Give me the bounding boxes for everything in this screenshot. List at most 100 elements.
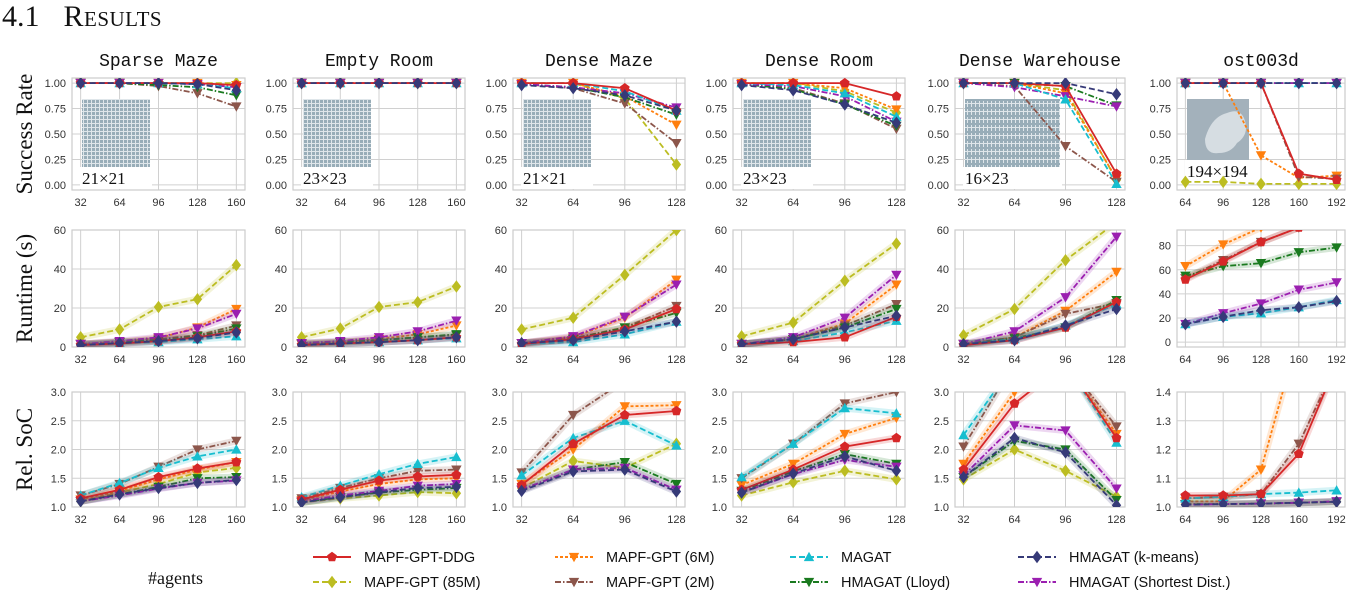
point-mapf-gpt-85m: [1009, 443, 1020, 456]
y-tick-label: 0.50: [486, 129, 507, 141]
point-magat: [231, 444, 242, 454]
series-line-magat: [963, 82, 1118, 185]
legend-label: MAPF-GPT (6M): [606, 550, 714, 566]
x-tick-label: 128: [887, 514, 905, 526]
series-line-hmagat-shortest-dist: [962, 424, 1118, 490]
y-tick-label: 0: [1165, 337, 1171, 349]
series-line-hmagat-k-means: [962, 437, 1118, 506]
axes-frame: [512, 77, 686, 191]
point-hmagat-shortest-dist: [839, 313, 850, 323]
x-tick-label: 160: [1290, 354, 1308, 366]
point-mapf-gpt-2m: [192, 89, 203, 99]
y-tick-label: 1.0: [51, 502, 66, 514]
point-magat: [619, 415, 630, 425]
legend-marker-mapf-gpt-6m: [568, 552, 580, 563]
x-tick-label: 160: [227, 354, 245, 366]
series-layer: [1180, 78, 1342, 190]
x-tick-label: 192: [1327, 354, 1345, 366]
y-tick-label: 0.50: [706, 129, 727, 141]
series-layer: [736, 78, 902, 135]
y-tick-label: 0.75: [928, 104, 949, 116]
point-hmagat-k-means: [335, 78, 345, 90]
point-hmagat-k-means: [75, 338, 86, 347]
point-hmagat-k-means: [1218, 78, 1228, 90]
section-title: Results: [63, 0, 163, 33]
point-hmagat-k-means: [451, 480, 462, 494]
x-tick-label: 64: [1008, 514, 1020, 526]
y-tick-label: 1.0: [712, 502, 727, 514]
point-hmagat-shortest-dist: [1111, 232, 1122, 243]
y-tick-label: 1.00: [486, 78, 507, 90]
x-tick-label: 64: [1179, 354, 1191, 366]
point-mapf-gpt-85m: [788, 316, 798, 329]
x-tick-label: 32: [295, 354, 307, 366]
series-line-hmagat-lloyd: [741, 453, 897, 492]
x-tick-label: 64: [113, 514, 125, 526]
legend-label: HMAGAT (Shortest Dist.): [1069, 575, 1230, 591]
point-mapf-gpt-85m: [153, 300, 164, 314]
x-tick-label: 32: [75, 197, 87, 209]
point-mapf-gpt-ddg: [671, 405, 682, 416]
map-thumbnail: [1187, 99, 1249, 160]
series-line-mapf-gpt-6m: [521, 404, 677, 485]
point-hmagat-k-means: [1111, 302, 1122, 316]
point-hmagat-shortest-dist: [1111, 484, 1122, 494]
point-hmagat-k-means: [335, 337, 345, 347]
point-hmagat-lloyd: [671, 479, 682, 490]
point-hmagat-k-means: [891, 464, 902, 478]
point-mapf-gpt-6m: [671, 120, 682, 131]
point-hmagat-k-means: [451, 331, 462, 344]
series-layer: [75, 258, 242, 347]
map-size-label: 23×23: [743, 169, 787, 188]
series-layer: [296, 78, 462, 90]
point-mapf-gpt-2m: [619, 99, 630, 109]
x-tick-label: 32: [957, 514, 969, 526]
point-hmagat-shortest-dist: [1060, 426, 1071, 436]
subplot-runtime-4: 32 64 96 128 0 20 40 60: [937, 225, 1126, 366]
point-hmagat-k-means: [231, 326, 242, 339]
map-thumbnail: [743, 99, 811, 167]
y-tick-label: 0.75: [706, 104, 727, 116]
y-tick-label: 3.0: [712, 387, 727, 399]
point-mapf-gpt-ddg: [839, 441, 850, 451]
point-hmagat-k-means: [114, 78, 125, 90]
point-mapf-gpt-ddg: [1111, 296, 1122, 307]
point-magat: [516, 470, 527, 480]
series-line-magat: [741, 82, 897, 118]
x-tick-label: 160: [447, 197, 465, 209]
point-hmagat-lloyd: [891, 304, 902, 315]
point-hmagat-k-means: [1331, 294, 1342, 308]
point-hmagat-k-means: [1060, 78, 1071, 90]
point-hmagat-k-means: [891, 116, 902, 130]
section-heading: 4.1 Results: [2, 0, 162, 34]
x-tick-label: 96: [1059, 197, 1071, 209]
point-hmagat-k-means: [374, 335, 384, 347]
x-tick-label: 64: [787, 354, 799, 366]
y-tick-label: 0: [501, 342, 507, 354]
x-tick-label: 96: [1217, 197, 1229, 209]
point-hmagat-k-means: [1060, 319, 1071, 332]
point-hmagat-k-means: [840, 98, 850, 111]
series-line-mapf-gpt-6m: [301, 477, 457, 501]
y-tick-label: 1.5: [712, 473, 727, 485]
y-tick-label: 20: [54, 303, 66, 315]
series-line-mapf-gpt-2m: [962, 392, 1118, 448]
ci-band-magat: [960, 392, 1120, 445]
point-hmagat-k-means: [192, 476, 203, 490]
point-mapf-gpt-85m: [958, 329, 969, 342]
series-layer: [516, 392, 682, 498]
point-mapf-gpt-6m: [891, 105, 902, 115]
subplot-success_rate-5: 64 96 128 160 192 0.00 0.25 0.50 0.75 1.00 194×194: [1150, 77, 1346, 209]
x-tick-label: 96: [152, 197, 164, 209]
point-hmagat-shortest-dist: [1060, 293, 1071, 303]
point-mapf-gpt-85m: [736, 330, 747, 343]
point-mapf-gpt-85m: [192, 292, 203, 306]
point-hmagat-k-means: [114, 488, 125, 501]
series-layer: [516, 230, 682, 347]
series-layer: [736, 237, 902, 347]
subplot-success_rate-1: 32 64 96 128 160 0.00 0.25 0.50 0.75 1.00 23×23: [266, 77, 466, 209]
point-magat: [451, 451, 462, 462]
point-hmagat-shortest-dist: [1009, 327, 1020, 337]
y-tick-label: 0.50: [266, 129, 287, 141]
point-mapf-gpt-ddg: [192, 463, 203, 473]
